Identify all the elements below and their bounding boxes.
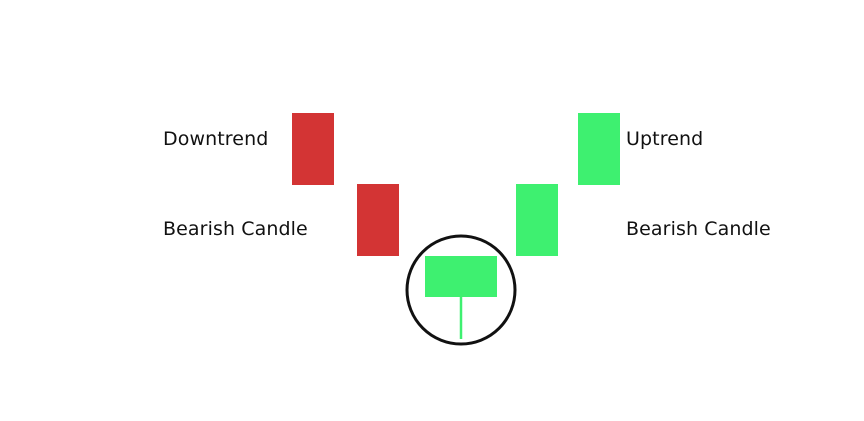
left-bearish-candle-label: Bearish Candle: [163, 218, 308, 240]
bullish-candle-5: [578, 113, 620, 185]
bullish-candle-4: [516, 184, 558, 256]
uptrend-label: Uptrend: [626, 128, 704, 150]
bearish-candle-1: [292, 113, 334, 185]
highlight-circle: [405, 234, 517, 346]
bearish-candle-2: [357, 184, 399, 256]
hammer-candle-body: [425, 256, 497, 297]
right-bearish-candle-label: Bearish Candle: [626, 218, 771, 240]
downtrend-label: Downtrend: [163, 128, 269, 150]
